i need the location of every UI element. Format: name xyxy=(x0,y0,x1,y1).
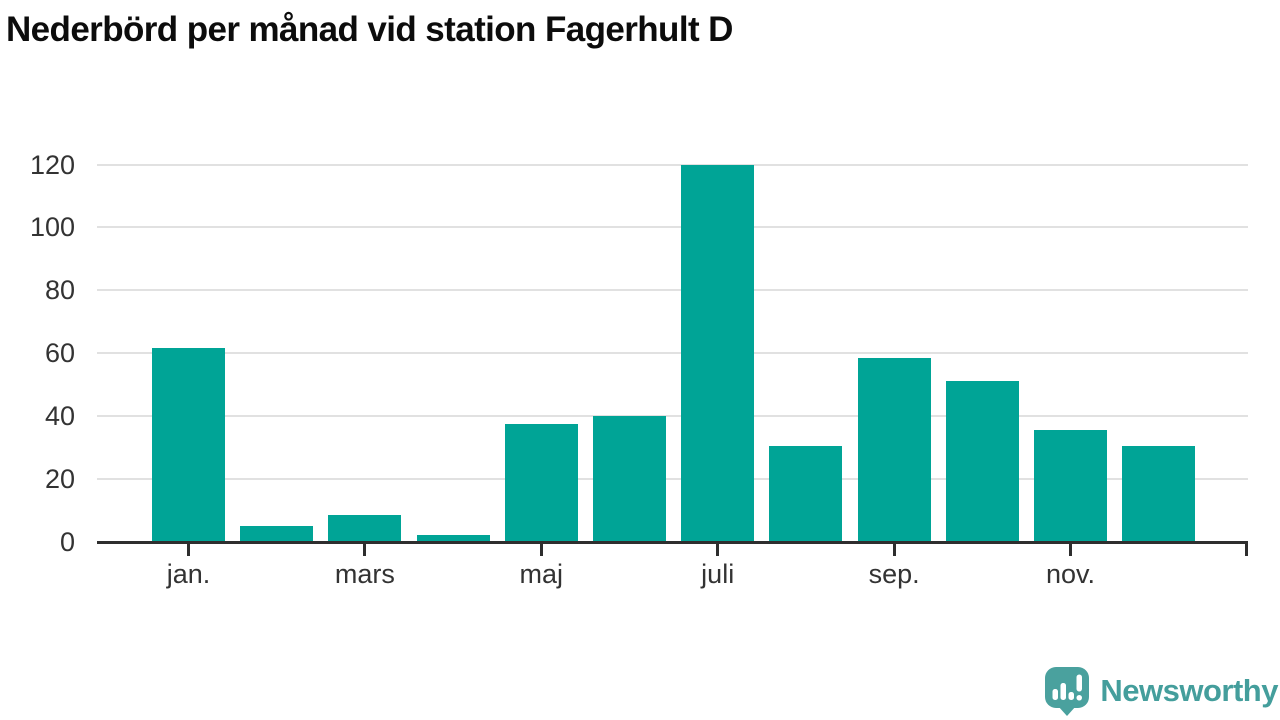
x-tick-jan. xyxy=(187,543,190,556)
x-tick-label: mars xyxy=(334,558,395,589)
newsworthy-logo-text: Newsworthy xyxy=(1100,673,1278,708)
gridline-20 xyxy=(97,477,1248,480)
gridline-120 xyxy=(97,163,1248,166)
bar-nov. xyxy=(1034,429,1107,542)
y-tick-label: 40 xyxy=(44,400,75,431)
y-tick-label: 120 xyxy=(29,149,75,180)
gridline-60 xyxy=(97,352,1248,354)
x-axis-line xyxy=(97,540,1248,544)
bar-apr. xyxy=(416,535,490,542)
x-tick-mars xyxy=(363,543,367,556)
bar-aug. xyxy=(769,445,843,542)
bar-jan. xyxy=(152,348,225,542)
x-tick-label: sep. xyxy=(868,558,920,589)
newsworthy-logo: Newsworthy xyxy=(1044,666,1278,716)
y-tick-label: 20 xyxy=(44,463,75,494)
x-tick-sep. xyxy=(892,543,896,556)
x-tick-label: juli xyxy=(701,558,735,589)
x-tick-juli xyxy=(716,543,720,556)
bar-sep. xyxy=(857,357,931,542)
bar-feb. xyxy=(240,525,314,542)
x-tick-maj xyxy=(539,543,543,556)
chart-title: Nederbörd per månad vid station Fagerhul… xyxy=(6,10,733,49)
gridline-100 xyxy=(97,226,1248,229)
bar-mars xyxy=(328,514,402,542)
bar-juni xyxy=(593,415,666,542)
y-tick-label: 60 xyxy=(44,338,75,368)
bar-juli xyxy=(681,164,755,542)
axis-end-tick xyxy=(1245,543,1248,556)
x-tick-label: maj xyxy=(519,558,564,589)
y-tick-label: 100 xyxy=(29,212,75,243)
x-tick-nov. xyxy=(1069,543,1072,556)
bar-okt. xyxy=(945,381,1019,542)
newsworthy-bubble-chart-icon xyxy=(1044,666,1091,716)
bar-maj xyxy=(504,423,578,542)
x-tick-label: jan. xyxy=(166,558,211,589)
y-tick-label: 0 xyxy=(59,526,75,557)
x-tick-label: nov. xyxy=(1045,558,1096,589)
gridline-40 xyxy=(97,414,1248,417)
y-tick-label: 80 xyxy=(44,275,75,306)
gridline-80 xyxy=(97,289,1248,292)
bar-dec. xyxy=(1122,445,1196,542)
